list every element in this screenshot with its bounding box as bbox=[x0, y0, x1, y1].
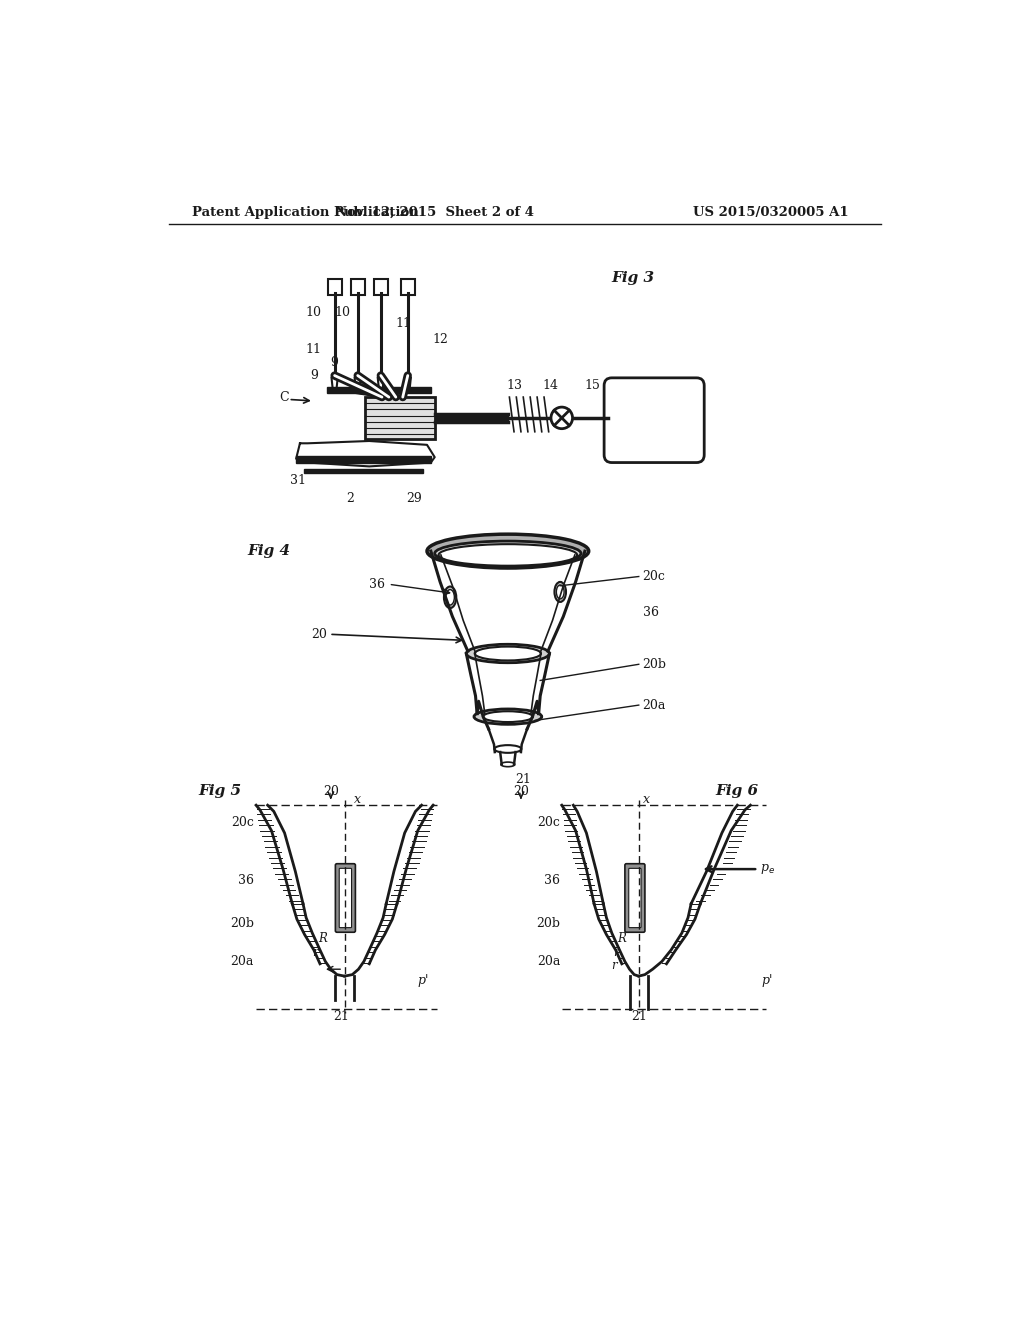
Text: p': p' bbox=[762, 974, 773, 987]
Text: x: x bbox=[643, 793, 649, 807]
Text: 10: 10 bbox=[334, 306, 350, 319]
Text: 12: 12 bbox=[432, 333, 449, 346]
Text: Fig 5: Fig 5 bbox=[199, 784, 242, 799]
Text: Fig 6: Fig 6 bbox=[716, 784, 759, 799]
FancyBboxPatch shape bbox=[351, 280, 365, 294]
Ellipse shape bbox=[445, 590, 455, 605]
Ellipse shape bbox=[444, 586, 457, 609]
Ellipse shape bbox=[554, 582, 566, 602]
Text: 15: 15 bbox=[585, 379, 600, 392]
Text: 20a: 20a bbox=[230, 954, 254, 968]
Text: R: R bbox=[617, 932, 627, 945]
FancyBboxPatch shape bbox=[400, 280, 415, 294]
Text: 21: 21 bbox=[333, 1010, 349, 1023]
Text: 29: 29 bbox=[407, 492, 422, 506]
FancyBboxPatch shape bbox=[328, 280, 342, 294]
Text: r: r bbox=[611, 958, 616, 972]
FancyBboxPatch shape bbox=[629, 869, 641, 928]
Text: US 2015/0320005 A1: US 2015/0320005 A1 bbox=[692, 206, 848, 219]
Ellipse shape bbox=[483, 711, 532, 722]
Text: 20c: 20c bbox=[643, 570, 666, 583]
Text: 14: 14 bbox=[543, 379, 558, 392]
Text: 2: 2 bbox=[346, 492, 354, 506]
Ellipse shape bbox=[474, 709, 542, 725]
FancyBboxPatch shape bbox=[604, 378, 705, 462]
Text: 20a: 20a bbox=[643, 698, 666, 711]
Text: Nov. 12, 2015  Sheet 2 of 4: Nov. 12, 2015 Sheet 2 of 4 bbox=[335, 206, 535, 219]
FancyBboxPatch shape bbox=[336, 863, 355, 932]
FancyBboxPatch shape bbox=[625, 863, 645, 932]
Text: 20: 20 bbox=[323, 785, 339, 797]
Text: 20: 20 bbox=[513, 785, 528, 797]
Text: 31: 31 bbox=[291, 474, 306, 487]
Text: Fig 3: Fig 3 bbox=[611, 271, 655, 285]
Text: Patent Application Publication: Patent Application Publication bbox=[193, 206, 419, 219]
Ellipse shape bbox=[495, 744, 521, 752]
Text: 13: 13 bbox=[506, 379, 522, 392]
Text: R: R bbox=[318, 932, 328, 945]
Text: 9: 9 bbox=[330, 356, 338, 370]
Text: x: x bbox=[354, 793, 360, 807]
Ellipse shape bbox=[501, 762, 515, 767]
Ellipse shape bbox=[435, 541, 581, 566]
Text: C: C bbox=[280, 391, 290, 404]
Text: 36: 36 bbox=[643, 606, 658, 619]
Text: 10: 10 bbox=[305, 306, 322, 319]
Text: 20b: 20b bbox=[229, 916, 254, 929]
Ellipse shape bbox=[466, 644, 550, 663]
Text: 11: 11 bbox=[305, 343, 322, 356]
Text: 21: 21 bbox=[515, 774, 531, 787]
FancyBboxPatch shape bbox=[339, 869, 351, 928]
Ellipse shape bbox=[427, 535, 589, 568]
Text: r: r bbox=[612, 945, 618, 958]
Text: 20c: 20c bbox=[538, 816, 560, 829]
Text: 20c: 20c bbox=[230, 816, 254, 829]
Text: 9: 9 bbox=[310, 370, 317, 381]
Circle shape bbox=[551, 407, 572, 429]
Text: 36: 36 bbox=[544, 874, 560, 887]
FancyBboxPatch shape bbox=[304, 469, 423, 473]
Text: p': p' bbox=[418, 974, 429, 987]
Text: r: r bbox=[312, 945, 318, 958]
Text: Fig 4: Fig 4 bbox=[248, 544, 291, 558]
Ellipse shape bbox=[556, 585, 564, 599]
FancyBboxPatch shape bbox=[327, 387, 431, 393]
Text: 20a: 20a bbox=[537, 954, 560, 968]
Text: 20: 20 bbox=[311, 628, 327, 640]
FancyBboxPatch shape bbox=[366, 397, 435, 440]
Text: 20b: 20b bbox=[643, 657, 667, 671]
Ellipse shape bbox=[475, 647, 541, 660]
Text: 36: 36 bbox=[369, 578, 385, 591]
FancyBboxPatch shape bbox=[374, 280, 388, 294]
FancyBboxPatch shape bbox=[296, 455, 431, 462]
Text: p$_e$: p$_e$ bbox=[761, 862, 775, 876]
Text: 21: 21 bbox=[631, 1010, 647, 1023]
Text: 36: 36 bbox=[238, 874, 254, 887]
Ellipse shape bbox=[438, 544, 578, 566]
Text: 11: 11 bbox=[396, 317, 412, 330]
Text: 20b: 20b bbox=[537, 916, 560, 929]
